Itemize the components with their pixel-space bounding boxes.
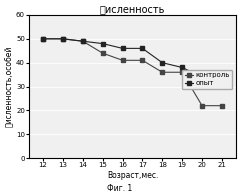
Y-axis label: 䉼исленность,особей: 䉼исленность,особей — [4, 46, 13, 127]
опыт — [181, 66, 184, 69]
опыт — [221, 81, 223, 83]
X-axis label: Возраст,мес.: Возраст,мес. — [107, 171, 158, 180]
контроль — [42, 38, 44, 40]
опыт — [121, 47, 124, 50]
Line: опыт: опыт — [41, 37, 224, 84]
опыт — [161, 62, 164, 64]
опыт — [141, 47, 144, 50]
опыт — [101, 42, 104, 45]
контроль — [141, 59, 144, 61]
опыт — [201, 76, 204, 78]
контроль — [201, 104, 204, 107]
контроль — [61, 38, 64, 40]
контроль — [221, 104, 223, 107]
опыт — [42, 38, 44, 40]
Text: Фиг. 1: Фиг. 1 — [107, 184, 133, 192]
опыт — [81, 40, 84, 42]
Title: 䉼исленность: 䉼исленность — [100, 4, 165, 14]
контроль — [81, 40, 84, 42]
Legend: контроль, опыт: контроль, опыт — [182, 70, 232, 89]
контроль — [161, 71, 164, 73]
Line: контроль: контроль — [41, 37, 224, 107]
контроль — [181, 71, 184, 73]
опыт — [61, 38, 64, 40]
контроль — [121, 59, 124, 61]
контроль — [101, 52, 104, 54]
